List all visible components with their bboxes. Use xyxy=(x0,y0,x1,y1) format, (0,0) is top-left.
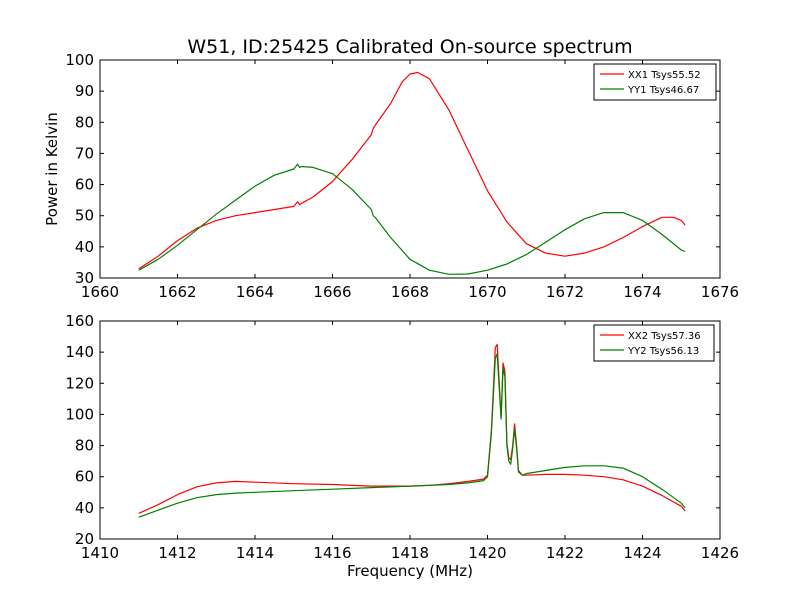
legend-box xyxy=(593,63,717,101)
x-tick-label: 1676 xyxy=(701,283,739,301)
x-axis-label: Frequency (MHz) xyxy=(347,562,473,580)
legend-label: YY2 Tsys56.13 xyxy=(627,346,699,357)
x-tick-label: 1670 xyxy=(468,283,506,301)
plot-panel-2: 1410 1412 1414 1416 1418 1420 1422 1424 1426 20 40… xyxy=(65,312,739,580)
x-tick-label: 1426 xyxy=(701,544,739,562)
x-tick-label: 1420 xyxy=(468,544,506,562)
legend-label: XX2 Tsys57.36 xyxy=(628,331,701,342)
y-tick-label: 50 xyxy=(75,207,94,225)
y-tick-label: 120 xyxy=(65,374,94,392)
y-tick-label: 80 xyxy=(75,437,94,455)
plot-panel-1: 1660 1662 1664 1666 1668 1670 1672 1674 1676 30 40… xyxy=(43,51,739,301)
x-tick-label: 1660 xyxy=(81,283,119,301)
x-tick-label: 1674 xyxy=(623,283,661,301)
y-tick-label: 20 xyxy=(75,530,94,548)
legend-label: YY1 Tsys46.67 xyxy=(627,85,699,96)
x-tick-label: 1416 xyxy=(313,544,351,562)
x-tick-label: 1414 xyxy=(236,544,274,562)
legend-box xyxy=(593,324,715,362)
y-tick-label: 90 xyxy=(75,82,94,100)
y-tick-label: 70 xyxy=(75,144,94,162)
x-tick-label: 1668 xyxy=(391,283,429,301)
series-line-xx2 xyxy=(138,343,686,514)
y-tick-label: 160 xyxy=(65,312,94,330)
x-tick-label: 1662 xyxy=(158,283,196,301)
series-line-xx1 xyxy=(138,71,686,270)
chart-title: W51, ID:25425 Calibrated On-source spect… xyxy=(187,36,632,58)
y-tick-label: 100 xyxy=(65,405,94,423)
y-tick-label: 30 xyxy=(75,269,94,287)
y-tick-label: 40 xyxy=(75,238,94,256)
x-tick-label: 1664 xyxy=(236,283,274,301)
x-tick-label: 1422 xyxy=(546,544,584,562)
x-tick-label: 1424 xyxy=(623,544,661,562)
legend: XX2 Tsys57.36 YY2 Tsys56.13 xyxy=(593,324,715,362)
x-tick-label: 1672 xyxy=(546,283,584,301)
y-tick-label: 60 xyxy=(75,468,94,486)
legend-label: XX1 Tsys55.52 xyxy=(628,70,701,81)
series-line-yy1 xyxy=(138,163,686,275)
x-tick-label: 1412 xyxy=(158,544,196,562)
x-tick-label: 1666 xyxy=(313,283,351,301)
y-tick-label: 140 xyxy=(65,343,94,361)
y-tick-label: 60 xyxy=(75,176,94,194)
y-axis-label: Power in Kelvin xyxy=(43,112,61,226)
y-tick-label: 80 xyxy=(75,113,94,131)
x-tick-label: 1418 xyxy=(391,544,429,562)
legend: XX1 Tsys55.52 YY1 Tsys46.67 xyxy=(593,63,717,101)
y-tick-label: 40 xyxy=(75,499,94,517)
y-tick-label: 100 xyxy=(65,51,94,69)
x-tick-label: 1410 xyxy=(81,544,119,562)
series-line-yy2 xyxy=(138,353,686,518)
